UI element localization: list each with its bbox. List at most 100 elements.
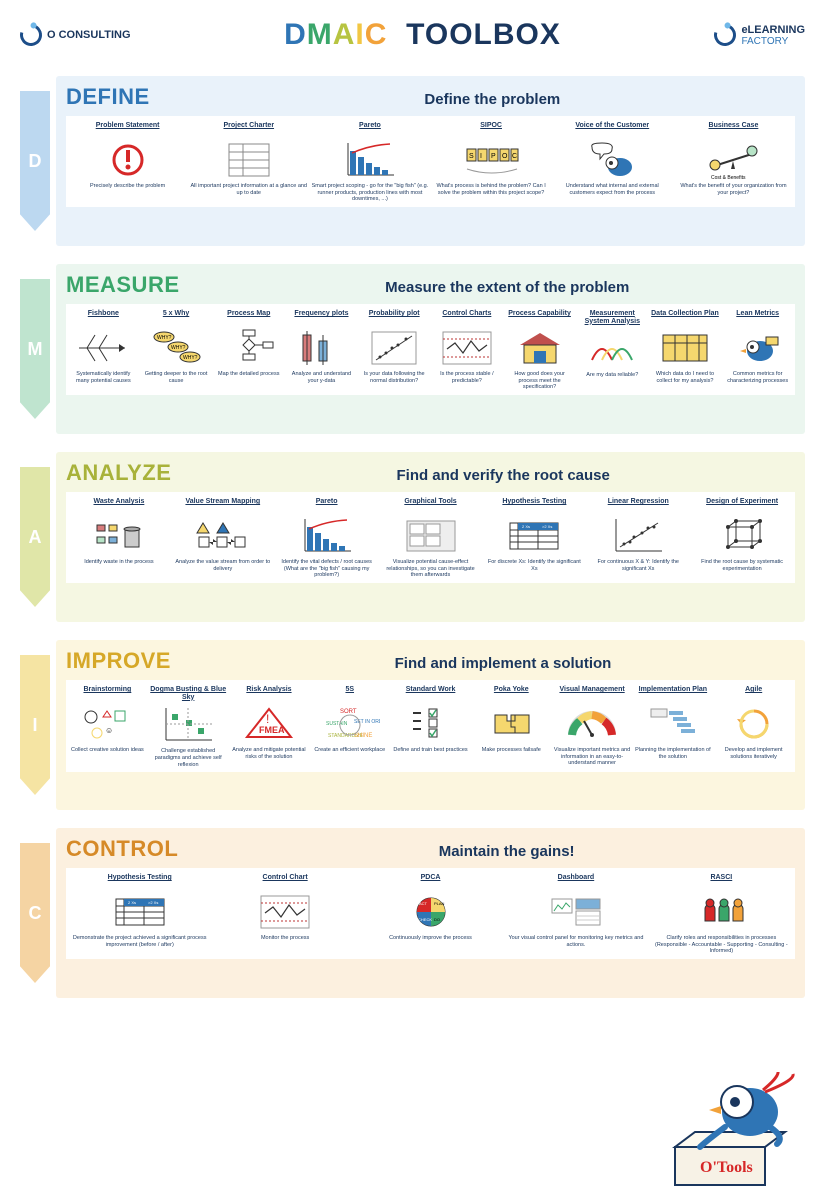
tool-card: Probability plot Is your data following t…: [359, 308, 430, 393]
gantt-icon: [634, 703, 711, 745]
svg-text:SUSTAIN: SUSTAIN: [326, 721, 348, 727]
phase-name: MEASURE: [66, 272, 180, 298]
tool-title: PDCA: [360, 874, 501, 888]
main-title: DMAIC TOOLBOX: [131, 18, 715, 52]
phase-name: DEFINE: [66, 84, 150, 110]
phase-name: CONTROL: [66, 836, 178, 862]
header: O CONSULTING DMAIC TOOLBOX eLEARNING FAC…: [20, 18, 805, 52]
svg-text:2 Xs: 2 Xs: [522, 524, 530, 529]
svg-text:O: O: [502, 153, 508, 160]
tool-desc: Develop and implement solutions iterativ…: [715, 747, 792, 760]
phase-panel: DEFINE Define the problemProblem Statemen…: [56, 76, 805, 246]
flow-icon: [214, 327, 283, 369]
why-icon: WHY?WHY?WHY?: [142, 327, 211, 369]
svg-text:>2 Xs: >2 Xs: [542, 524, 552, 529]
svg-text:FMEA: FMEA: [259, 725, 285, 735]
vsm-icon: [173, 515, 273, 557]
tool-card: Frequency plotsAnalyze and understand yo…: [286, 308, 357, 393]
bird-icon: [723, 327, 792, 369]
tool-title: Design of Experiment: [692, 498, 792, 512]
phase-subtitle: Maintain the gains!: [218, 843, 795, 860]
tool-desc: Clarify roles and responsibilities in pr…: [651, 935, 792, 955]
svg-text:P: P: [491, 153, 496, 160]
tool-card: Voice of the CustomerUnderstand what int…: [553, 120, 672, 205]
tool-title: Hypothesis Testing: [484, 498, 584, 512]
tool-desc: Understand what internal and external cu…: [554, 183, 671, 196]
tool-card: Value Stream MappingAnalyze the value st…: [172, 496, 274, 581]
swirl-icon: [16, 20, 46, 50]
tool-desc: Analyze and understand your y-data: [287, 371, 356, 384]
hyp-icon: 2 Xs>2 Xs: [69, 891, 210, 933]
swirl-icon: [710, 20, 740, 50]
tool-card: RASCI Clarify roles and responsibilities …: [650, 872, 793, 957]
tool-desc: Is your data following the normal distri…: [360, 371, 429, 384]
tool-desc: Identify the vital defects / root causes…: [277, 559, 377, 579]
tool-title: Visual Management: [554, 686, 631, 700]
seesaw-icon: Cost & Benefits: [675, 139, 792, 181]
tool-desc: Make processes failsafe: [473, 747, 550, 754]
tools-row: Waste AnalysisIdentify waste in the proc…: [66, 492, 795, 583]
fives-icon: SORTSET IN ORDERSUSTAINSTANDARDIZESHINE: [311, 703, 388, 745]
gauge-icon: [554, 703, 631, 745]
tool-desc: Systematically identify many potential c…: [69, 371, 138, 384]
svg-text:>2 Xs: >2 Xs: [148, 900, 158, 905]
phase-chevron: A: [20, 467, 50, 607]
tool-desc: Demonstrate the project achieved a signi…: [69, 935, 210, 948]
pdca-icon: PLANDOCHECKACT: [360, 891, 501, 933]
tool-title: Process Capability: [505, 310, 574, 324]
reg-icon: [588, 515, 688, 557]
tool-card: PDCAPLANDOCHECKACTContinuously improve t…: [359, 872, 502, 957]
tool-card: Control Chart Monitor the process: [213, 872, 356, 957]
tool-card: Business CaseCost & BenefitsWhat's the b…: [674, 120, 793, 205]
phase-chevron: C: [20, 843, 50, 983]
tool-title: Linear Regression: [588, 498, 688, 512]
svg-text:☺: ☺: [105, 726, 113, 735]
phase-subtitle: Define the problem: [190, 91, 795, 108]
phase-panel: ANALYZEFind and verify the root causeWas…: [56, 452, 805, 622]
tool-title: Process Map: [214, 310, 283, 324]
phase-panel: CONTROLMaintain the gains!Hypothesis Tes…: [56, 828, 805, 998]
phase-define: DDEFINEDefine the problemProblem Stateme…: [20, 76, 805, 246]
tool-card: Risk AnalysisFMEA!Analyze and mitigate p…: [230, 684, 309, 770]
tool-title: Implementation Plan: [634, 686, 711, 700]
mascot: O'Tools: [645, 1072, 805, 1192]
poka-icon: [473, 703, 550, 745]
tool-card: 5SSORTSET IN ORDERSUSTAINSTANDARDIZESHIN…: [310, 684, 389, 770]
voc-icon: [554, 139, 671, 181]
svg-text:SORT: SORT: [340, 709, 357, 715]
tool-desc: Challenge established paradigms and achi…: [150, 748, 227, 768]
tool-title: Graphical Tools: [381, 498, 481, 512]
svg-text:ACT: ACT: [419, 901, 428, 906]
tool-card: FishboneSystematically identify many pot…: [68, 308, 139, 393]
tool-card: Problem StatementPrecisely describe the …: [68, 120, 187, 205]
tool-card: DashboardYour visual control panel for m…: [504, 872, 647, 957]
tool-desc: Which data do I need to collect for my a…: [651, 371, 720, 384]
tool-desc: What's the benefit of your organization …: [675, 183, 792, 196]
tool-desc: Your visual control panel for monitoring…: [505, 935, 646, 948]
tool-title: Probability plot: [360, 310, 429, 324]
tool-title: SIPOC: [433, 122, 550, 136]
tool-title: Control Chart: [214, 874, 355, 888]
tool-card: Hypothesis Testing2 Xs>2 XsFor discrete …: [483, 496, 585, 581]
tool-card: Project CharterAll important project inf…: [189, 120, 308, 205]
phase-subtitle: Find and verify the root cause: [211, 467, 795, 484]
charter-icon: [190, 139, 307, 181]
tool-desc: Create an efficient workplace: [311, 747, 388, 754]
tool-card: Design of ExperimentFind the root cause …: [691, 496, 793, 581]
tool-desc: Monitor the process: [214, 935, 355, 942]
tool-desc: Smart project scoping - go for the "big …: [311, 183, 428, 203]
tool-desc: Is the process stable / predictable?: [433, 371, 502, 384]
svg-text:SET IN ORDER: SET IN ORDER: [354, 719, 380, 725]
tool-card: Lean MetricsCommon metrics for character…: [722, 308, 793, 393]
tool-title: RASCI: [651, 874, 792, 888]
svg-text:WHY?: WHY?: [157, 335, 172, 341]
ctrl-icon: [214, 891, 355, 933]
tool-card: Poka YokeMake processes failsafe: [472, 684, 551, 770]
tool-desc: Analyze the value stream from order to d…: [173, 559, 273, 572]
doe-icon: [692, 515, 792, 557]
tools-row: FishboneSystematically identify many pot…: [66, 304, 795, 395]
svg-text:C: C: [512, 153, 517, 160]
tool-title: Lean Metrics: [723, 310, 792, 324]
pareto-icon: [311, 139, 428, 181]
tool-desc: Define and train best practices: [392, 747, 469, 754]
